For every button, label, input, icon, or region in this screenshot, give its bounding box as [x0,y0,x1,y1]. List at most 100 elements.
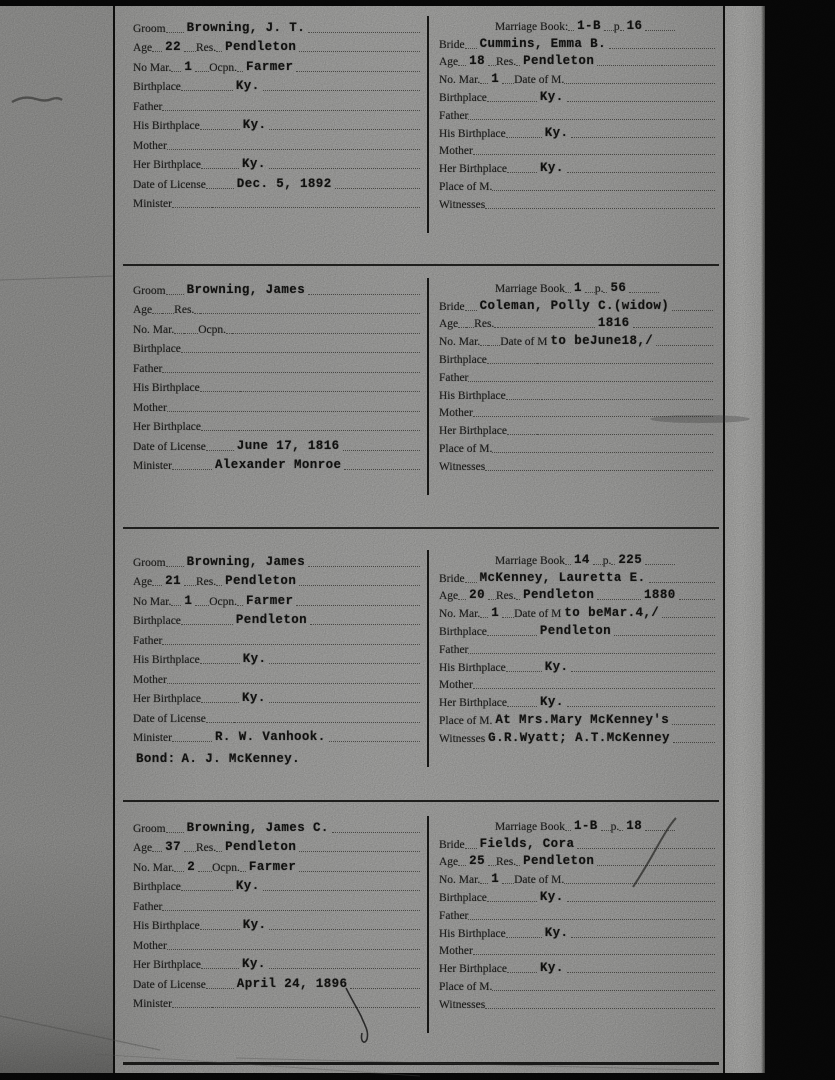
bride-his-birthplace-row: His Birthplace Ky. [439,923,716,941]
dotted-leader [566,706,716,708]
mother-label: Mother [439,679,473,692]
date-of-license-value: Dec. 5, 1892 [236,176,332,191]
dotted-leader [174,870,185,872]
father-label: Father [439,909,469,922]
no-marriage-label: No. Mar. [439,608,481,621]
place-of-marriage-row: Place of M. At Mrs.Mary McKenney's [439,710,716,728]
dotted-leader [299,870,420,872]
marriage-book-label: Marriage Book [495,820,565,833]
dotted-leader [603,29,614,31]
groom-column: Groom Browning, James Age 21 Res. Pendle… [123,550,424,767]
groom-age-value: 37 [165,840,181,854]
minister-label: Minister [133,198,172,210]
bride-age-row: Age 18 Res. Pendleton [439,52,716,70]
dotted-leader [645,563,676,565]
dotted-leader [472,954,716,956]
dotted-leader [239,870,246,872]
date-of-license-label: Date of License [133,978,206,991]
no-marriage-label: No. Mar. [439,336,481,349]
dotted-leader [174,332,185,334]
dotted-leader [165,565,184,567]
groom-label: Groom [133,284,166,297]
witnesses-label: Witnesses [439,198,486,211]
bride-name-value: Fields, Cora [479,836,575,851]
dotted-leader [608,47,716,49]
birthplace-label: Birthplace [439,625,487,638]
date-of-marriage-value: to beMar.4,/ [564,606,660,621]
birthplace-label: Birthplace [133,881,181,893]
groom-his-birthplace-value: Ky. [242,118,267,132]
witnesses-row: Witnesses G.R.Wyatt; A.T.McKenney [439,728,716,746]
bride-father-row: Father [439,367,713,385]
his-birthplace-label: His Birthplace [133,382,200,394]
dotted-leader [350,987,420,989]
dotted-leader [571,936,716,938]
groom-age-value: 21 [165,574,181,588]
bride-her-birthplace-value: Ky. [540,961,564,976]
date-of-license-value: June 17, 1816 [236,438,340,453]
mother-label: Mother [133,673,167,686]
dotted-leader [199,929,240,930]
bride-name-row: Bride Cummins, Emma B. [439,34,716,52]
dotted-leader [162,909,420,911]
marriage-book-label: Marriage Book [495,282,565,295]
bride-his-birthplace-value: Ky. [544,925,569,940]
his-birthplace-label: His Birthplace [439,927,506,940]
dotted-leader [269,929,420,930]
her-birthplace-label: Her Birthplace [133,421,202,433]
bride-birthplace-value: Ky. [539,889,564,904]
groom-his-birthplace-row: His Birthplace Ky. [133,914,420,934]
her-birthplace-label: Her Birthplace [133,159,202,171]
dotted-leader [299,851,420,852]
his-birthplace-label: His Birthplace [133,654,200,666]
dotted-leader [566,100,716,102]
mother-label: Mother [133,401,167,414]
date-of-license-row: Date of License [133,706,420,726]
dotted-leader [199,129,240,130]
bride-label: Bride [439,838,465,851]
bride-his-birthplace-row: His Birthplace Ky. [439,123,716,141]
dotted-leader [180,624,233,625]
dotted-leader [632,327,713,329]
dotted-leader [468,380,713,382]
dotted-leader [180,890,233,891]
place-of-marriage-value: At Mrs.Mary McKenney's [495,712,670,727]
dotted-leader [487,865,496,867]
dotted-leader [171,604,182,606]
marriage-record-sheet: Groom Browning, J. T. Age 22 Res. Pendle… [115,6,723,1073]
dotted-leader [597,865,662,867]
dotted-leader [216,851,223,852]
dotted-leader [199,391,240,392]
bride-birthplace-row: Birthplace Ky. [439,887,716,905]
place-of-marriage-label: Place of M. [439,442,493,455]
dotted-leader [458,65,467,67]
marriage-book-value: 1-B [577,18,601,33]
page-label: p. [594,282,604,295]
dotted-leader [566,172,716,174]
dotted-leader [672,309,713,311]
dotted-leader [480,617,489,619]
year-note-value: 1880 [644,588,676,603]
dotted-leader [645,829,676,831]
bride-her-birthplace-row: Her Birthplace [439,420,713,438]
groom-nomar-value: 1 [184,593,193,608]
dotted-leader [162,109,420,111]
card-divider-line [123,800,719,802]
dotted-leader [328,741,420,742]
groom-age-row: Age Res. [133,298,420,318]
scan-left-margin [0,6,113,1073]
mother-label: Mother [133,939,167,952]
groom-father-row: Father [133,356,420,376]
groom-nomar-value: 2 [187,859,196,874]
bride-residence-value: Pendleton [523,854,595,869]
residence-label: Res. [174,304,195,316]
dotted-leader [566,972,716,974]
date-of-license-label: Date of License [133,712,206,725]
date-of-license-row: Date of License June 17, 1816 [133,434,420,454]
dotted-leader [199,663,240,664]
groom-birthplace-row: Birthplace Pendleton [133,609,420,629]
dotted-leader [458,865,467,867]
witnesses-value: G.R.Wyatt; A.T.McKenney [488,730,670,745]
dotted-leader [464,847,477,849]
dotted-leader [232,332,420,334]
